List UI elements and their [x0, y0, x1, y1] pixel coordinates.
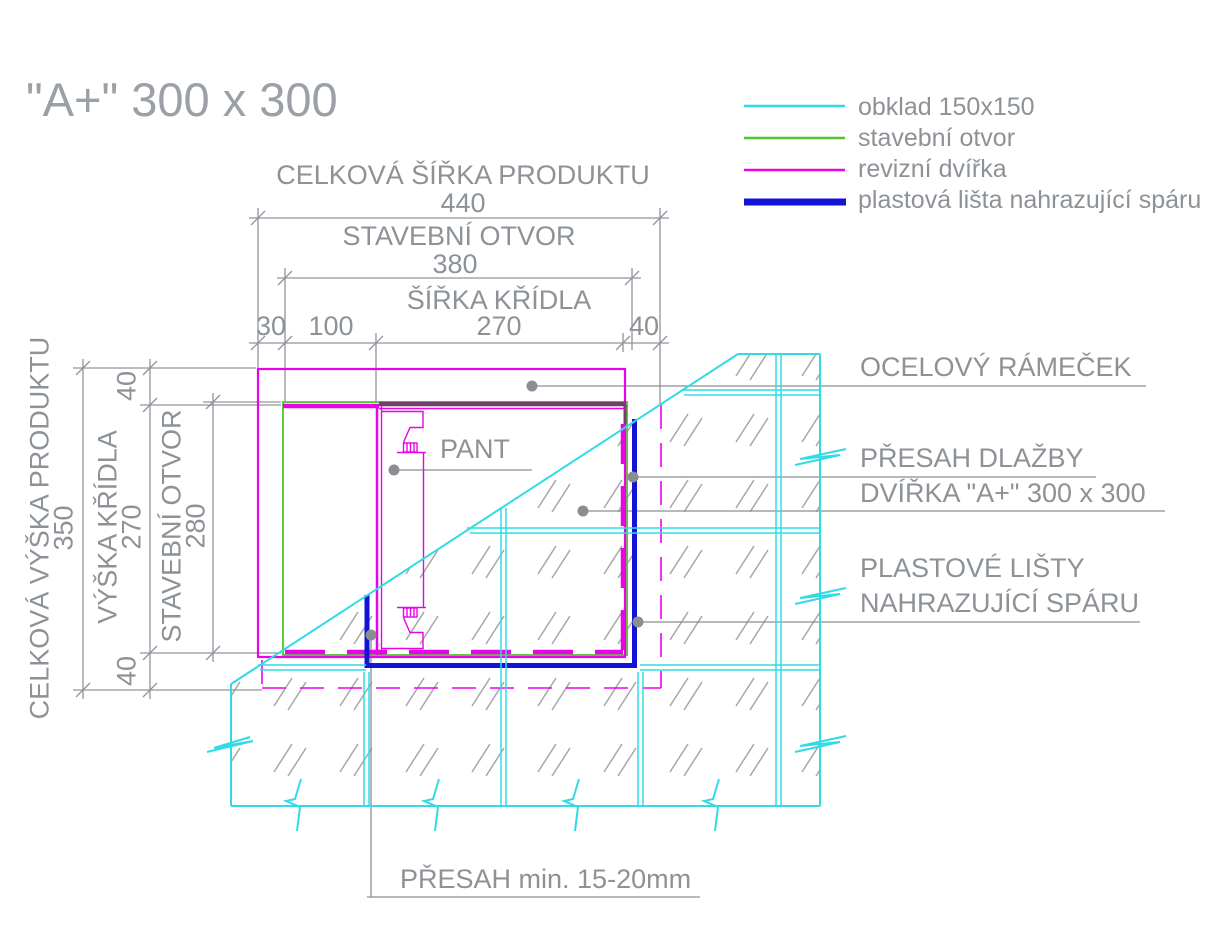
annotation-steel-frame: OCELOVÝ RÁMEČEK	[860, 352, 1132, 382]
annotation-plastic-strips-line1: PLASTOVÉ LIŠTY	[860, 553, 1085, 583]
dim-leaf-height-value: 270	[116, 504, 147, 550]
leader-dot-tile-overlap	[627, 471, 639, 483]
annotation-hinge: PANT	[440, 434, 511, 464]
leader-dot-door	[577, 505, 589, 517]
legend-item-door: revizní dvířka	[858, 155, 1007, 183]
dim-total-height-value: 350	[48, 505, 79, 551]
legend-item-opening: stavební otvor	[858, 124, 1016, 152]
leader-dots-layer	[365, 380, 644, 641]
leader-dot-overlap-min	[365, 629, 377, 641]
tile-hatch-area	[231, 354, 820, 806]
dim-segment-270: 270	[476, 311, 522, 341]
dim-leaf-width-label: ŠÍŘKA KŘÍDLA	[406, 285, 592, 315]
dim-segment-100: 100	[308, 311, 354, 341]
leader-dot-plastic-strip	[632, 616, 644, 628]
leader-dot-steel-frame	[526, 380, 538, 392]
page-title: "A+" 300 x 300	[26, 73, 338, 126]
legend-item-strip: plastová lišta nahrazující spáru	[858, 186, 1202, 214]
dim-segment-40-bottom: 40	[111, 655, 142, 687]
annotation-door: DVÍŘKA "A+" 300 x 300	[860, 478, 1146, 508]
dimension-lines-layer	[73, 208, 669, 699]
leader-lines-layer	[367, 385, 1165, 898]
tile-cut-diagonal	[230, 353, 739, 685]
dim-segment-40: 40	[628, 311, 660, 341]
annotation-plastic-strips-line2: NAHRAZUJÍCÍ SPÁRU	[860, 588, 1140, 618]
dim-segment-30: 30	[255, 311, 287, 341]
dim-total-width-label: CELKOVÁ ŠÍŘKA PRODUKTU	[276, 160, 650, 190]
dim-opening-height-value: 280	[180, 503, 211, 549]
legend-swatches	[744, 104, 846, 206]
legend-item-tile: obklad 150x150	[858, 93, 1035, 121]
dim-opening-width-value: 380	[432, 249, 478, 279]
revision-door-frame	[256, 367, 662, 689]
hinge-top	[380, 410, 427, 454]
tile-grid-layer	[206, 353, 847, 832]
break-marks	[206, 448, 847, 832]
leader-dot-hinge	[388, 464, 400, 476]
annotation-tile-overlap: PŘESAH DLAŽBY	[860, 443, 1084, 473]
annotation-overlap-min: PŘESAH min. 15-20mm	[400, 864, 692, 894]
dim-segment-40-top: 40	[111, 370, 142, 402]
dim-total-width-value: 440	[440, 188, 486, 218]
dim-opening-width-label: STAVEBNÍ OTVOR	[342, 221, 576, 251]
